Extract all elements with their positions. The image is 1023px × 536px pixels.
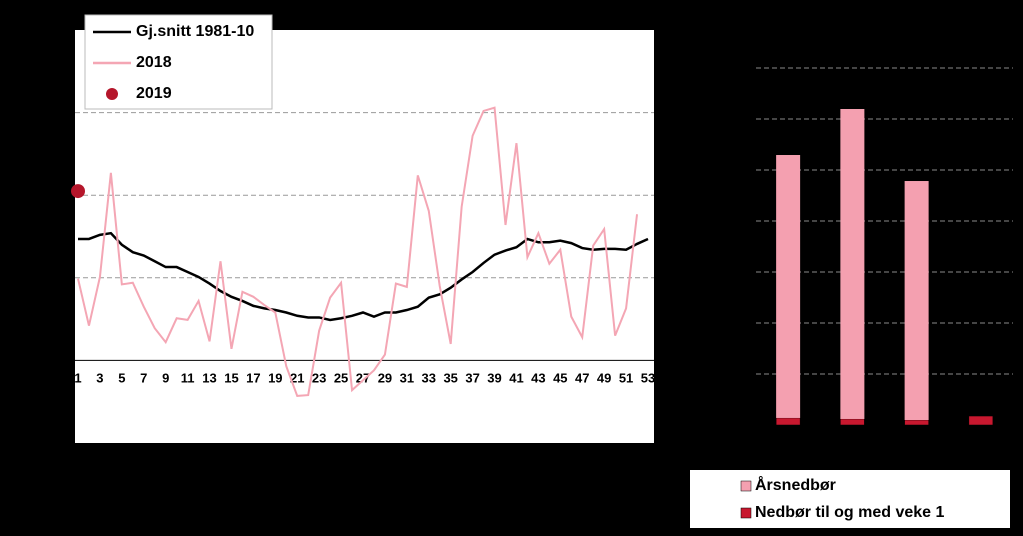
legend-label: Nedbør til og med veke 1 [755, 504, 944, 521]
series-line [78, 231, 649, 322]
x-tick-label: 11 [181, 370, 195, 385]
legend-label: 2019 [136, 85, 172, 102]
legend-swatch [740, 480, 752, 492]
y-tick-label: 30 [54, 104, 68, 119]
x-tick-label: 33 [422, 370, 436, 385]
y-tick-label: 0 [61, 352, 68, 367]
x-tick-label: 45 [553, 370, 567, 385]
legend-swatch [106, 88, 118, 100]
x-tick-label: 37 [465, 370, 479, 385]
y-tick-label: 3000 [721, 110, 750, 125]
x-tick-label: 7 [140, 370, 147, 385]
bar-segment [775, 417, 801, 426]
bar-segment [840, 109, 865, 419]
y-tick-label: 1500 [721, 263, 750, 278]
x-tick-label: 51 [619, 370, 633, 385]
y-tick-label: 20 [54, 187, 68, 202]
data-point [71, 184, 85, 199]
x-tick-label: 29 [378, 370, 392, 385]
x-tick-label: 19 [268, 370, 282, 385]
x-tick-label: 39 [487, 370, 501, 385]
bar-segment [904, 181, 929, 421]
x-tick-label: 47 [575, 370, 589, 385]
x-tick-label: 21 [290, 370, 304, 385]
legend-label: 2018 [136, 54, 172, 71]
y-tick-label: 0 [743, 416, 750, 431]
y-tick-label: 3500 [721, 59, 750, 74]
y-tick-label: 1000 [721, 314, 750, 329]
x-tick-label: 9 [162, 370, 169, 385]
y-tick-label: 10 [54, 269, 68, 284]
bar-segment [840, 418, 865, 426]
y-tick-label: 2500 [721, 161, 750, 176]
x-tick-label: 27 [356, 370, 370, 385]
x-tick-label: 53 [641, 370, 655, 385]
x-tick-label: 43 [531, 370, 545, 385]
y-tick-label: -10 [49, 434, 68, 449]
x-tick-label: 17 [246, 370, 260, 385]
bar-segment [904, 419, 929, 426]
legend-label: Gj.snitt 1981-10 [136, 23, 254, 40]
y-tick-label: 500 [728, 365, 750, 380]
x-tick-label: 49 [597, 370, 611, 385]
x-tick-label: 13 [202, 370, 216, 385]
x-tick-label: 35 [443, 370, 457, 385]
legend-swatch [740, 507, 752, 519]
series-line [77, 106, 639, 397]
x-tick-label: 5 [118, 370, 125, 385]
x-tick-label: 23 [312, 370, 326, 385]
x-tick-label: 1 [74, 370, 81, 385]
y-tick-label: 2000 [721, 212, 750, 227]
bar-segment [776, 155, 801, 418]
x-tick-label: 3 [96, 370, 103, 385]
legend-label: Årsnedbør [755, 475, 836, 494]
bar-segment [968, 415, 994, 426]
x-tick-label: 41 [509, 370, 523, 385]
y-tick-label: 40 [54, 21, 68, 36]
legend-box [690, 470, 1010, 528]
x-tick-label: 25 [334, 370, 348, 385]
x-tick-label: 31 [400, 370, 414, 385]
x-tick-label: 15 [224, 370, 238, 385]
